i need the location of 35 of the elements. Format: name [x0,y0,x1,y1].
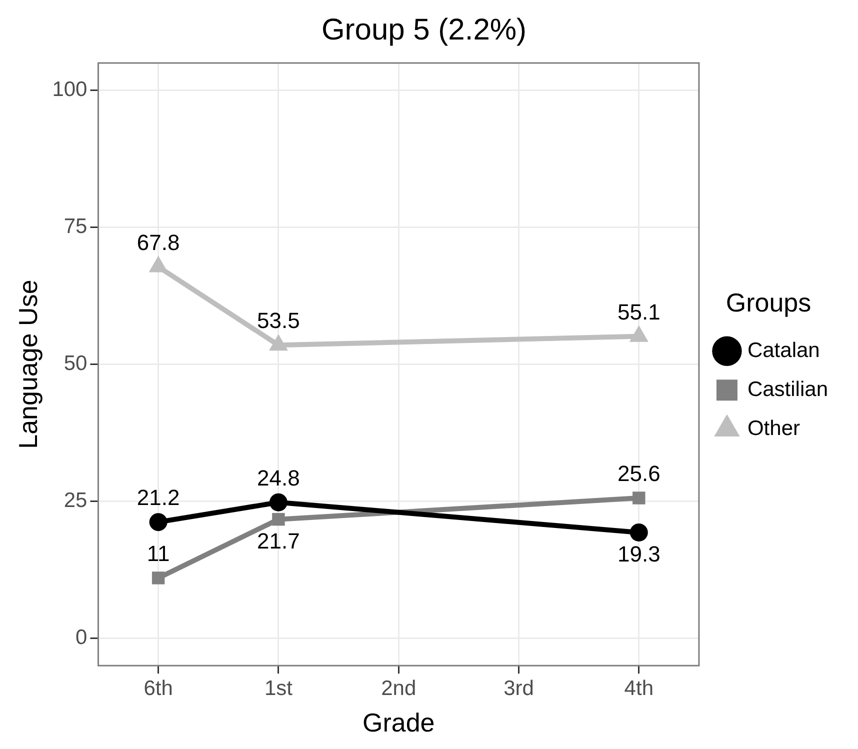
data-label: 21.7 [257,528,300,554]
data-label: 53.5 [257,308,300,334]
x-tick-label: 4th [624,676,654,700]
data-label: 67.8 [136,230,180,255]
x-tick-label: 6th [144,676,173,700]
x-axis-title: Grade [362,708,435,738]
data-label: 19.3 [617,542,660,567]
y-axis-title: Language Use [12,280,43,449]
data-label: 55.1 [617,299,660,324]
legend-label: Other [747,416,800,440]
chart-title: Group 5 (2.2%) [321,13,527,46]
x-tick-label: 3rd [504,676,534,700]
data-label: 11 [146,541,170,566]
legend-label: Castilian [747,378,828,401]
x-tick-label: 1st [264,676,293,700]
point [269,493,288,512]
data-label: 25.6 [617,461,660,486]
y-tick-label: 50 [64,352,88,376]
point [149,513,168,532]
data-label: 24.8 [257,465,300,490]
point [629,325,648,342]
point [632,492,646,504]
point [152,572,165,584]
y-tick-label: 100 [52,78,88,102]
legend-label: Catalan [747,338,820,362]
data-label: 21.2 [136,485,180,510]
y-tick-label: 0 [76,626,88,650]
legend-title: Groups [726,288,812,318]
x-tick-label: 2nd [381,676,416,700]
point [148,256,168,272]
point [272,512,285,526]
point [268,334,288,351]
point [630,523,648,542]
y-tick-label: 25 [64,489,88,512]
y-tick-label: 75 [64,215,88,238]
